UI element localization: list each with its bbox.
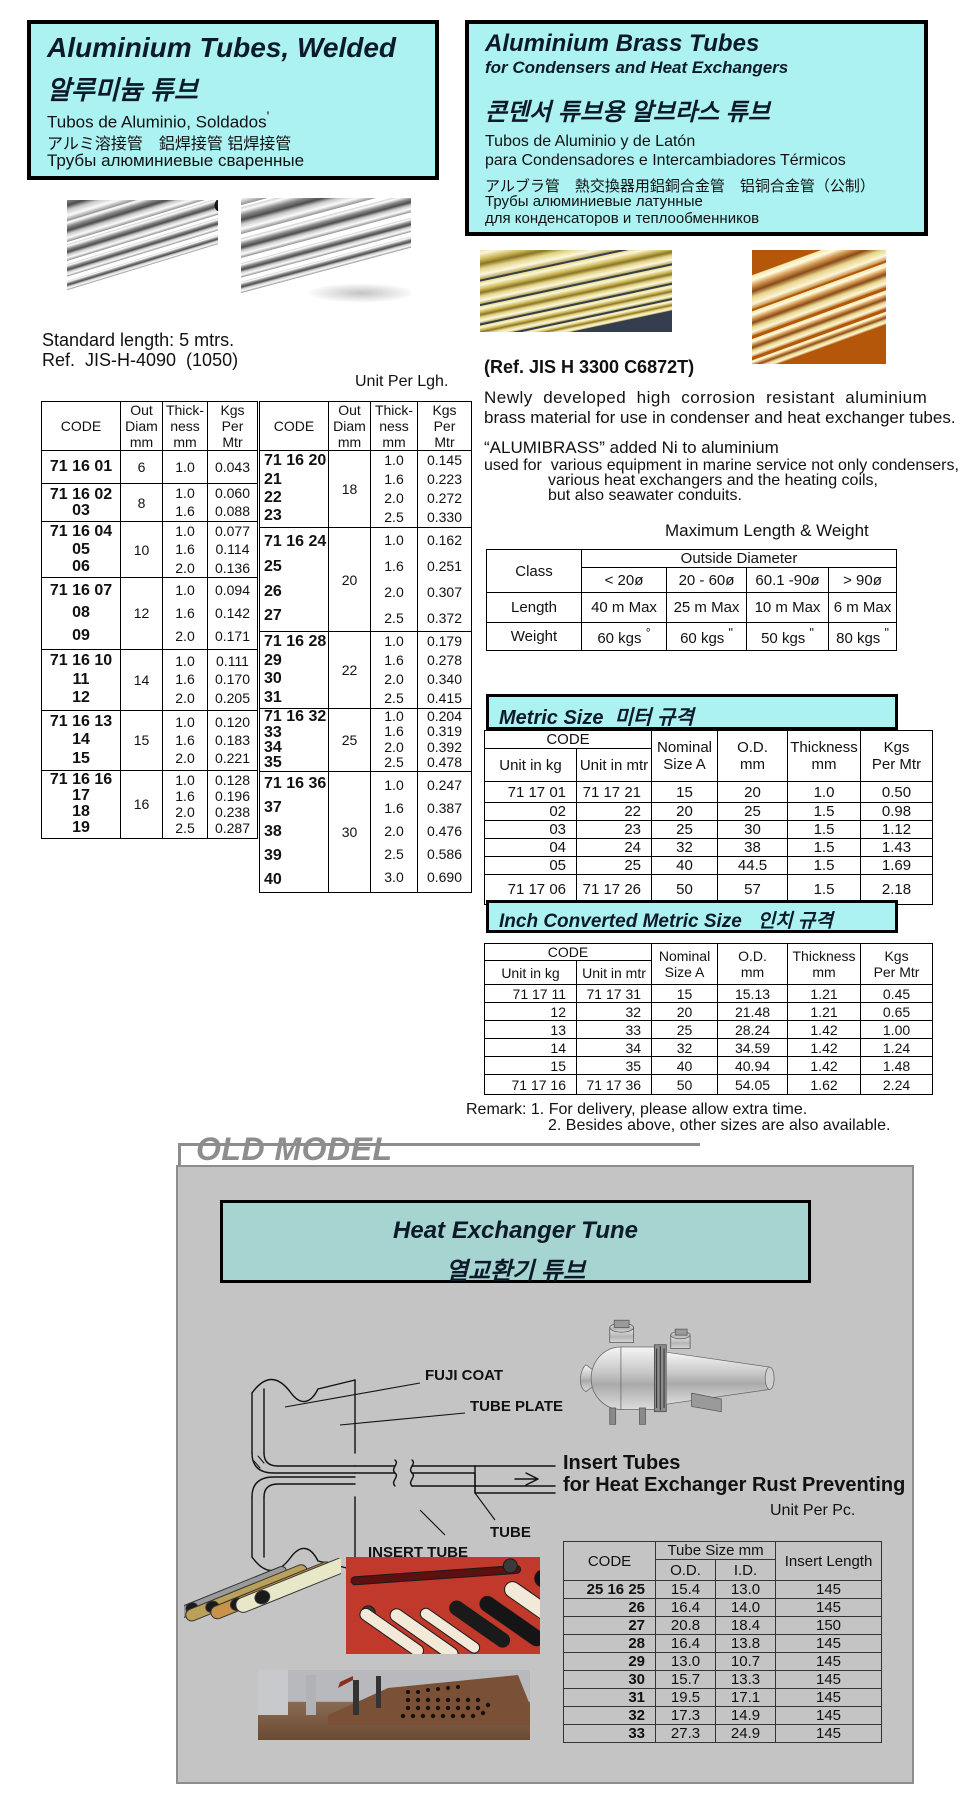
- svg-text:TUBE PLATE: TUBE PLATE: [470, 1398, 563, 1415]
- svg-text:TUBE: TUBE: [490, 1524, 531, 1541]
- svg-text:FUJI COAT: FUJI COAT: [425, 1367, 503, 1384]
